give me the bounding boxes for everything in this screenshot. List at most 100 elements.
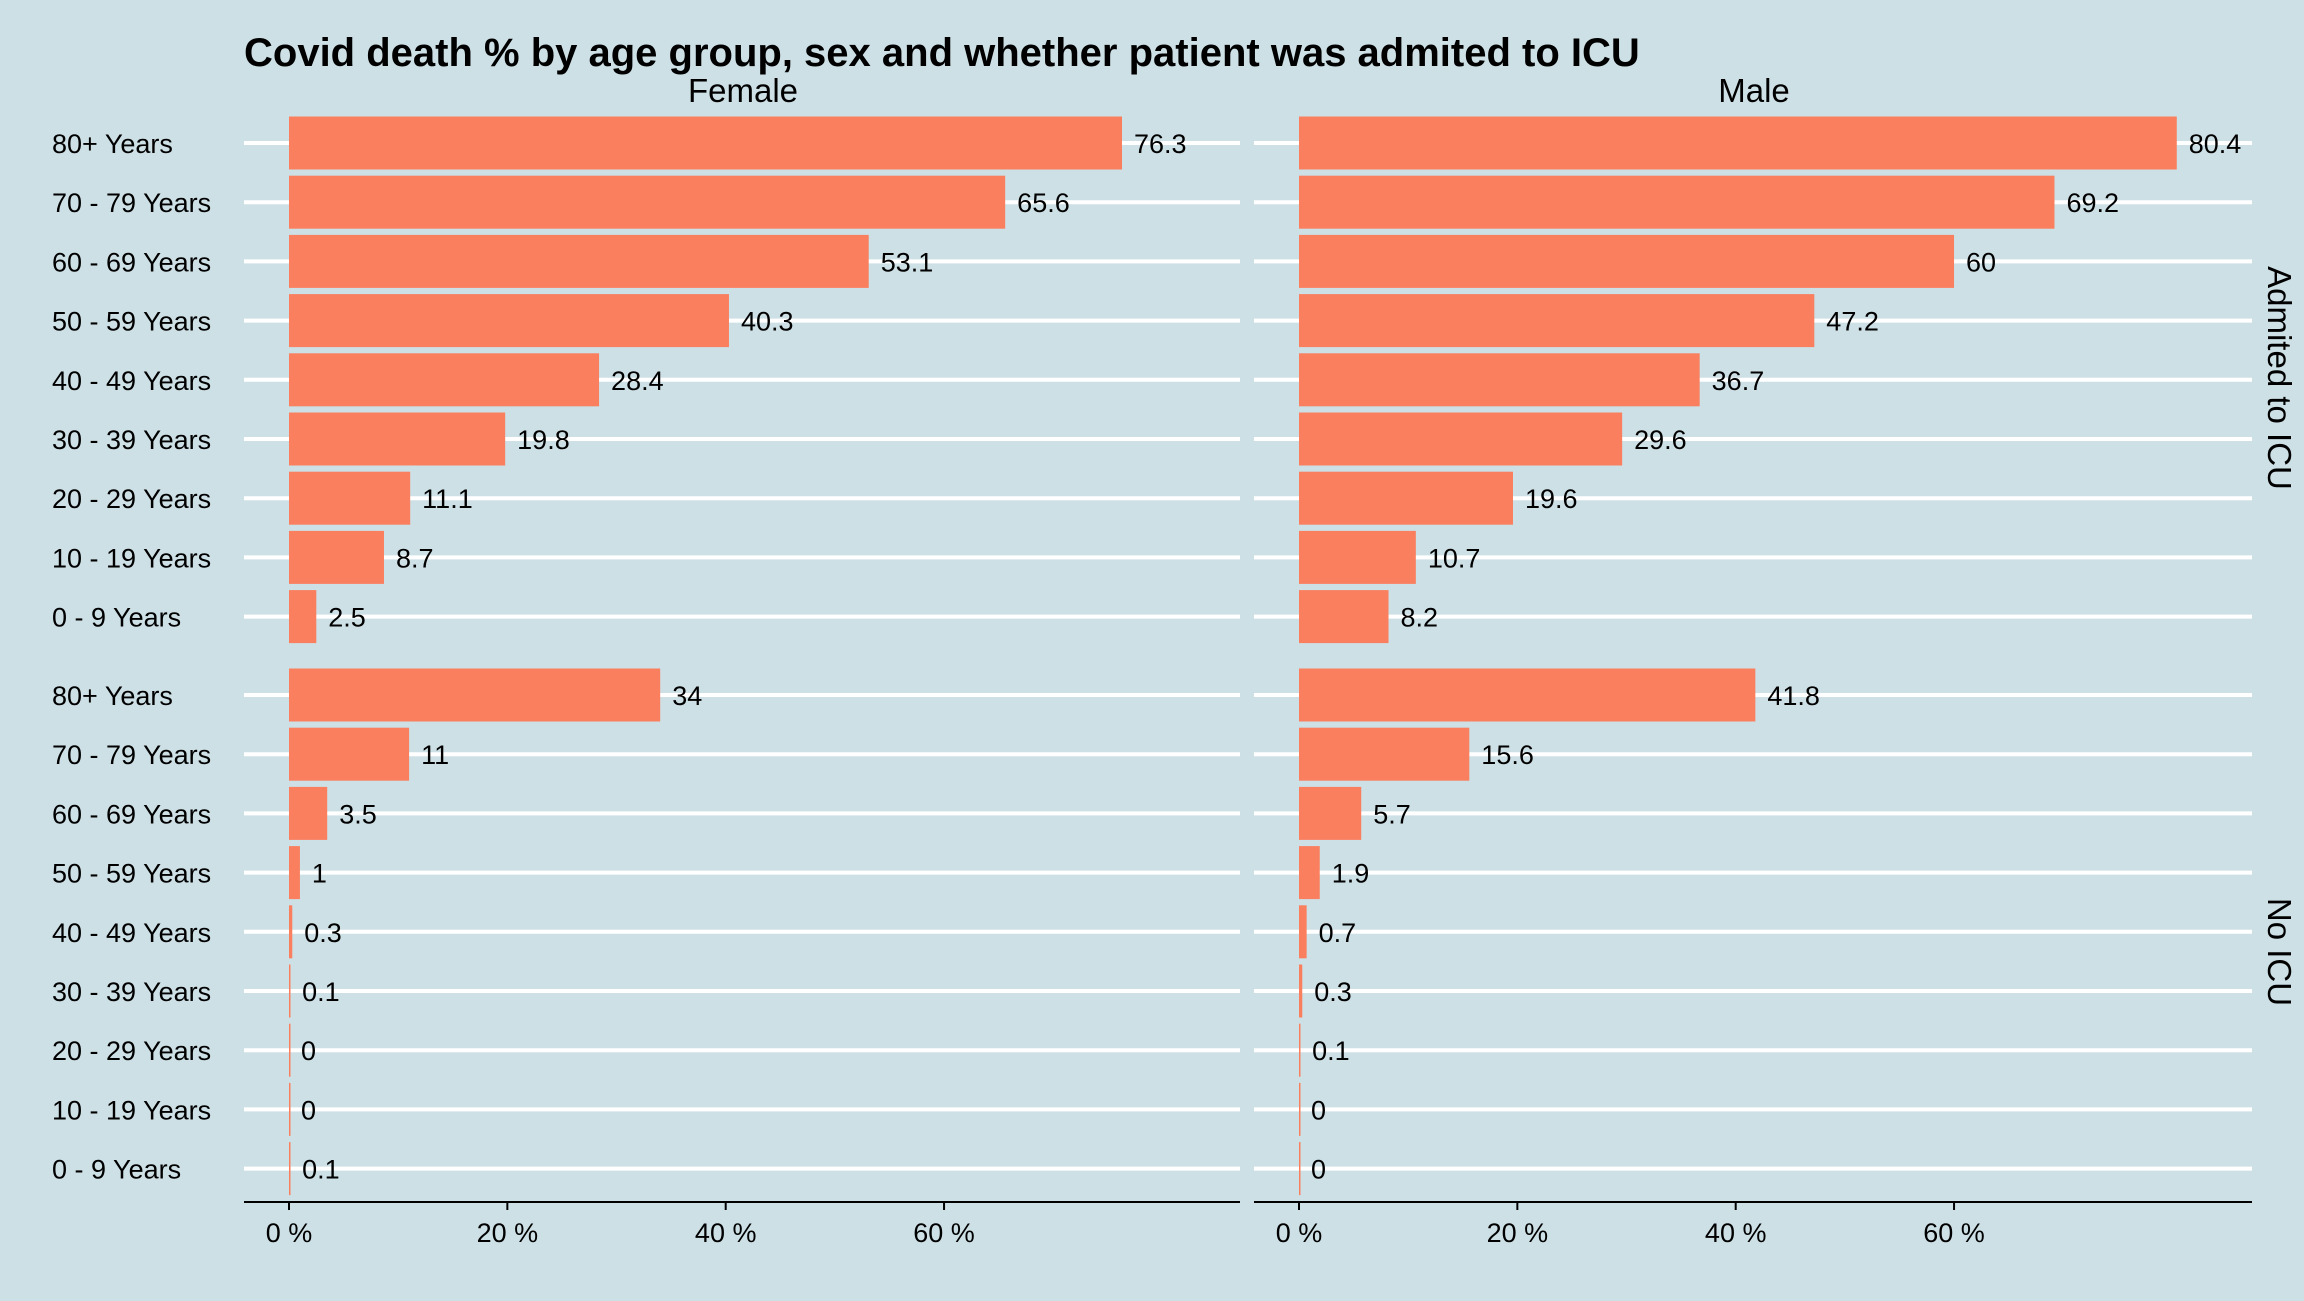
- x-tick-label: 40 %: [1705, 1218, 1767, 1248]
- data-label: 2.5: [328, 603, 366, 633]
- data-label: 8.7: [396, 543, 434, 573]
- facet-row-label: Admited to ICU: [2261, 266, 2298, 490]
- x-tick-label: 60 %: [1923, 1218, 1985, 1248]
- facet-row-label: No ICU: [2261, 898, 2298, 1006]
- bar: [1299, 116, 2177, 170]
- data-label: 0: [1311, 1095, 1326, 1125]
- data-label: 69.2: [2066, 188, 2119, 218]
- data-label: 19.8: [517, 425, 570, 455]
- data-label: 65.6: [1017, 188, 1070, 218]
- bar: [289, 471, 411, 525]
- data-label: 0.1: [1312, 1036, 1350, 1066]
- data-label: 60: [1966, 247, 1996, 277]
- bar: [289, 1142, 291, 1196]
- category-label: 20 - 29 Years: [52, 484, 211, 514]
- data-label: 53.1: [881, 247, 934, 277]
- bar: [1299, 234, 1955, 288]
- data-label: 1: [312, 859, 327, 889]
- x-tick-label: 20 %: [477, 1218, 539, 1248]
- bar: [1299, 1023, 1301, 1077]
- bar: [1299, 1082, 1301, 1136]
- bar: [1299, 175, 2055, 229]
- bar: [289, 353, 600, 407]
- data-label: 47.2: [1826, 307, 1879, 337]
- data-label: 11: [421, 740, 449, 770]
- x-tick-label: 40 %: [695, 1218, 757, 1248]
- data-label: 11.1: [422, 484, 473, 514]
- bar: [1299, 590, 1389, 644]
- bar: [289, 668, 661, 722]
- bar: [1299, 471, 1513, 525]
- category-label: 10 - 19 Years: [52, 1095, 211, 1125]
- category-label: 0 - 9 Years: [52, 603, 181, 633]
- data-label: 0.1: [302, 1155, 340, 1185]
- bar: [1299, 530, 1416, 584]
- bar: [289, 846, 300, 900]
- data-label: 0: [1311, 1155, 1326, 1185]
- category-label: 80+ Years: [52, 129, 173, 159]
- category-label: 50 - 59 Years: [52, 859, 211, 889]
- facet-column-label: Male: [1718, 72, 1790, 109]
- data-label: 41.8: [1767, 681, 1820, 711]
- category-label: 70 - 79 Years: [52, 188, 211, 218]
- data-label: 0.3: [1314, 977, 1352, 1007]
- bar: [289, 1023, 291, 1077]
- data-label: 5.7: [1373, 799, 1411, 829]
- data-label: 1.9: [1332, 859, 1370, 889]
- bar: [1299, 964, 1303, 1018]
- bar: [1299, 786, 1362, 840]
- data-label: 0: [301, 1095, 316, 1125]
- bar: [289, 727, 410, 781]
- bar: [1299, 727, 1470, 781]
- chart-title: Covid death % by age group, sex and whet…: [244, 31, 1640, 75]
- bar: [289, 905, 293, 959]
- bar: [289, 294, 729, 348]
- bar: [1299, 353, 1700, 407]
- data-label: 10.7: [1428, 543, 1481, 573]
- x-tick-label: 20 %: [1487, 1218, 1549, 1248]
- facet-column-label: Female: [688, 72, 798, 109]
- data-label: 8.2: [1401, 603, 1439, 633]
- category-label: 30 - 39 Years: [52, 425, 211, 455]
- data-label: 80.4: [2189, 129, 2242, 159]
- data-label: 15.6: [1481, 740, 1534, 770]
- category-label: 30 - 39 Years: [52, 977, 211, 1007]
- bar: [1299, 846, 1320, 900]
- data-label: 36.7: [1712, 366, 1765, 396]
- bar: [1299, 412, 1623, 466]
- category-label: 60 - 69 Years: [52, 799, 211, 829]
- data-label: 34: [672, 681, 702, 711]
- category-label: 40 - 49 Years: [52, 918, 211, 948]
- bar: [289, 412, 506, 466]
- category-label: 60 - 69 Years: [52, 247, 211, 277]
- bar: [289, 590, 317, 644]
- category-label: 0 - 9 Years: [52, 1155, 181, 1185]
- bar: [289, 964, 291, 1018]
- data-label: 19.6: [1525, 484, 1578, 514]
- category-label: 40 - 49 Years: [52, 366, 211, 396]
- data-label: 0.1: [302, 977, 340, 1007]
- category-label: 80+ Years: [52, 681, 173, 711]
- bar: [289, 116, 1122, 170]
- data-label: 0.7: [1319, 918, 1357, 948]
- data-label: 40.3: [741, 307, 794, 337]
- category-label: 50 - 59 Years: [52, 307, 211, 337]
- bar: [1299, 1142, 1301, 1196]
- x-tick-label: 0 %: [1276, 1218, 1323, 1248]
- data-label: 76.3: [1134, 129, 1187, 159]
- category-label: 20 - 29 Years: [52, 1036, 211, 1066]
- data-label: 3.5: [339, 799, 377, 829]
- x-tick-label: 0 %: [266, 1218, 313, 1248]
- bar: [289, 786, 328, 840]
- bar: [1299, 668, 1756, 722]
- category-label: 10 - 19 Years: [52, 543, 211, 573]
- bar: [289, 234, 869, 288]
- data-label: 0.3: [304, 918, 342, 948]
- bar: [1299, 905, 1307, 959]
- bar: [289, 530, 384, 584]
- bar: [289, 1082, 291, 1136]
- bar: [289, 175, 1006, 229]
- data-label: 29.6: [1634, 425, 1687, 455]
